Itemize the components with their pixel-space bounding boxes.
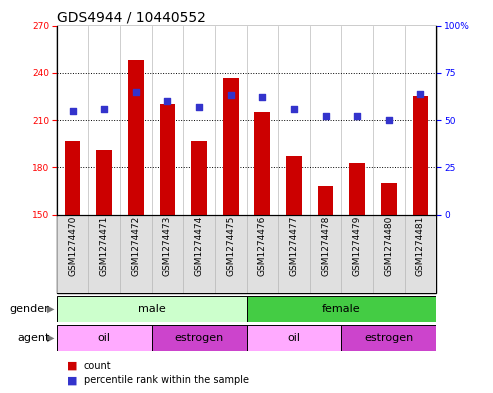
Point [227,92,235,99]
Bar [278,215,310,293]
Bar [223,77,239,215]
Text: estrogen: estrogen [175,333,224,343]
Bar [160,104,176,215]
Point [132,88,140,95]
Text: oil: oil [287,333,300,343]
Bar [96,150,112,215]
Text: ■: ■ [67,375,77,385]
Bar [381,183,397,215]
Text: ▶: ▶ [47,304,54,314]
Bar [246,296,436,322]
Text: oil: oil [98,333,110,343]
Text: ■: ■ [67,361,77,371]
Point [385,117,393,123]
Bar [310,215,341,293]
Bar [57,325,152,351]
Bar [341,325,436,351]
Point [164,98,172,104]
Point [258,94,266,101]
Bar [120,215,152,293]
Point [195,104,203,110]
Point [100,106,108,112]
Point [321,113,329,119]
Text: female: female [322,304,361,314]
Bar [215,215,246,293]
Text: male: male [138,304,166,314]
Bar [152,325,246,351]
Bar [413,96,428,215]
Text: GDS4944 / 10440552: GDS4944 / 10440552 [57,10,206,24]
Bar [191,141,207,215]
Text: estrogen: estrogen [364,333,414,343]
Bar [405,215,436,293]
Bar [254,112,270,215]
Bar [65,141,80,215]
Point [353,113,361,119]
Bar [246,325,341,351]
Bar [246,215,278,293]
Bar [341,215,373,293]
Point [69,107,76,114]
Bar [286,156,302,215]
Text: gender: gender [9,304,49,314]
Bar [152,215,183,293]
Bar [57,296,246,322]
Text: agent: agent [17,333,49,343]
Bar [183,215,215,293]
Bar [350,163,365,215]
Bar [373,215,405,293]
Text: ▶: ▶ [47,333,54,343]
Point [417,90,424,97]
Bar [88,215,120,293]
Text: count: count [84,361,111,371]
Point [290,106,298,112]
Text: percentile rank within the sample: percentile rank within the sample [84,375,249,385]
Bar [317,186,333,215]
Bar [128,60,143,215]
Bar [57,215,88,293]
